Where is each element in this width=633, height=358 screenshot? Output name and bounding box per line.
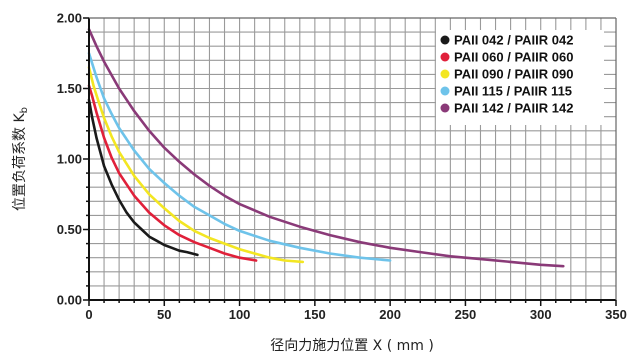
- legend-box: [436, 30, 604, 125]
- legend-marker: [440, 52, 450, 62]
- axes: [83, 17, 617, 306]
- x-axis-title: 径向力施力位置 X ( mm ): [270, 338, 434, 354]
- legend-label: PAII 042 / PAIIR 042: [454, 33, 573, 48]
- legend-marker: [440, 86, 450, 96]
- legend-label: PAII 060 / PAIIR 060: [454, 50, 573, 65]
- legend-marker: [440, 69, 450, 79]
- series-line: [87, 28, 565, 268]
- y-axis-title-main: 位置负荷系数 K: [12, 113, 28, 211]
- y-axis-title: 位置负荷系数 Kb: [12, 107, 30, 211]
- x-tick-label: 100: [229, 307, 251, 322]
- y-tick-label: 1.50: [57, 81, 82, 96]
- y-tick-label: 0.00: [57, 293, 82, 308]
- legend-marker: [440, 35, 450, 45]
- legend-marker: [440, 103, 450, 113]
- series-line: [87, 84, 258, 262]
- legend: PAII 042 / PAIIR 042 PAII 060 / PAIIR 060…: [440, 33, 573, 116]
- x-tick-label: 250: [455, 307, 477, 322]
- y-tick-label: 1.00: [57, 152, 82, 167]
- legend-label: PAII 115 / PAIIR 115: [454, 84, 572, 99]
- x-tick-label: 0: [85, 307, 92, 322]
- series-line: [87, 66, 305, 264]
- series-line: [87, 52, 392, 262]
- legend-label: PAII 090 / PAIIR 090: [454, 67, 573, 82]
- y-axis-title-subscript: b: [19, 107, 30, 113]
- tick-labels: 0 50 100 150 200 250 300 350 0.00 0.50 1.00 1.50 2.0…: [57, 11, 627, 323]
- y-tick-label: 2.00: [57, 11, 82, 26]
- legend-label: PAII 142 / PAIIR 142: [454, 101, 573, 116]
- series-lines: [87, 28, 565, 268]
- x-tick-label: 300: [530, 307, 552, 322]
- x-tick-label: 50: [157, 307, 171, 322]
- y-tick-label: 0.50: [57, 222, 82, 237]
- series-line: [87, 98, 199, 257]
- x-tick-label: 200: [379, 307, 401, 322]
- x-tick-label: 350: [605, 307, 627, 322]
- x-tick-label: 150: [304, 307, 326, 322]
